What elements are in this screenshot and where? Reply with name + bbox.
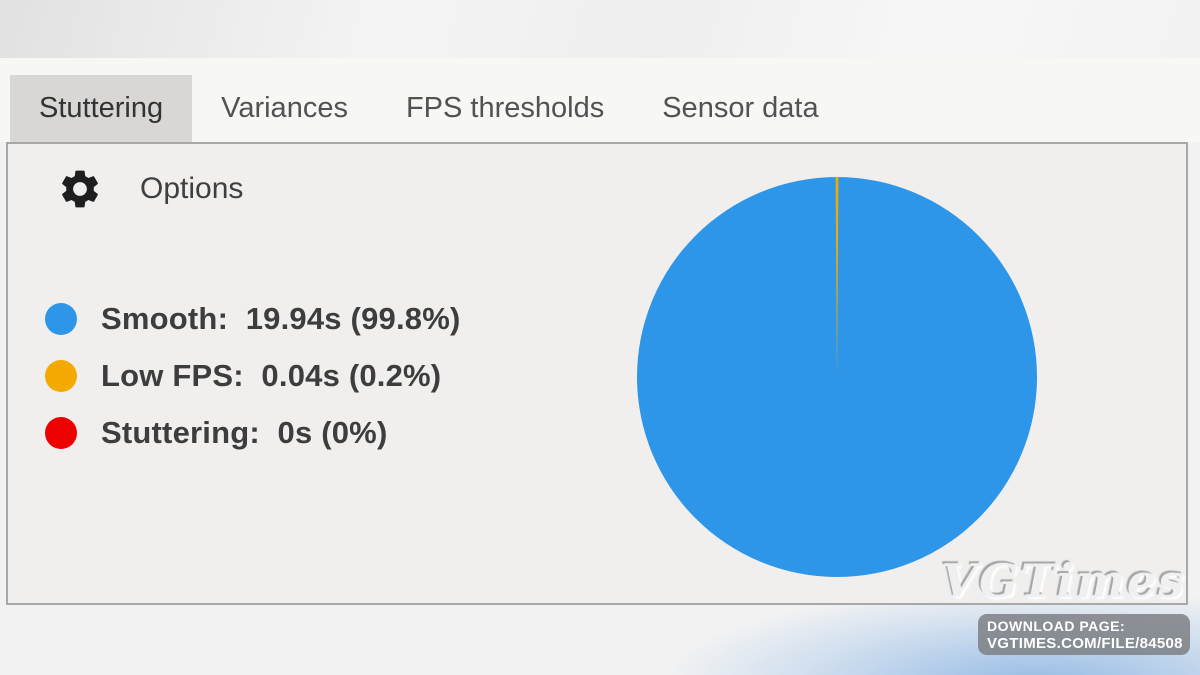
tab-stuttering[interactable]: Stuttering (10, 75, 193, 142)
legend-color-dot-smooth (45, 302, 77, 335)
options-button[interactable]: Options (57, 166, 243, 212)
tab-fps-thresholds[interactable]: FPS thresholds (405, 92, 605, 124)
pie-slice-lowfps (835, 177, 839, 377)
legend-color-dot-lowfps (45, 359, 77, 392)
download-badge-label: DOWNLOAD PAGE: (987, 618, 1126, 634)
pie-legend: Smooth: 19.94s (99.8%) Low FPS: 0.04s (0… (45, 290, 461, 461)
pie-chart-container (637, 177, 1037, 577)
stuttering-panel: Options Smooth: 19.94s (99.8%) Low FPS: … (6, 142, 1188, 605)
download-badge: DOWNLOAD PAGE: VGTIMES.COM/FILE/84508 (978, 614, 1190, 655)
download-badge-url: VGTIMES.COM/FILE/84508 (987, 635, 1183, 652)
vgtimes-watermark: VGTimes (941, 554, 1186, 608)
legend-item-stuttering: Stuttering: 0s (0%) (45, 404, 461, 461)
tab-sensor-data[interactable]: Sensor data (662, 92, 819, 124)
legend-label-lowfps: Low FPS: 0.04s (0.2%) (101, 357, 442, 393)
background-top-band (0, 0, 1200, 58)
tab-variances[interactable]: Variances (221, 92, 348, 124)
options-label: Options (140, 172, 244, 205)
legend-label-stuttering: Stuttering: 0s (0%) (101, 414, 388, 450)
legend-item-smooth: Smooth: 19.94s (99.8%) (45, 290, 461, 347)
legend-label-smooth: Smooth: 19.94s (99.8%) (101, 300, 461, 336)
stuttering-pie-chart (637, 177, 1037, 577)
tab-bar: Stuttering Variances FPS thresholds Sens… (0, 58, 1200, 142)
gear-icon (62, 170, 98, 208)
legend-item-lowfps: Low FPS: 0.04s (0.2%) (45, 347, 461, 404)
legend-color-dot-stuttering (45, 416, 77, 449)
